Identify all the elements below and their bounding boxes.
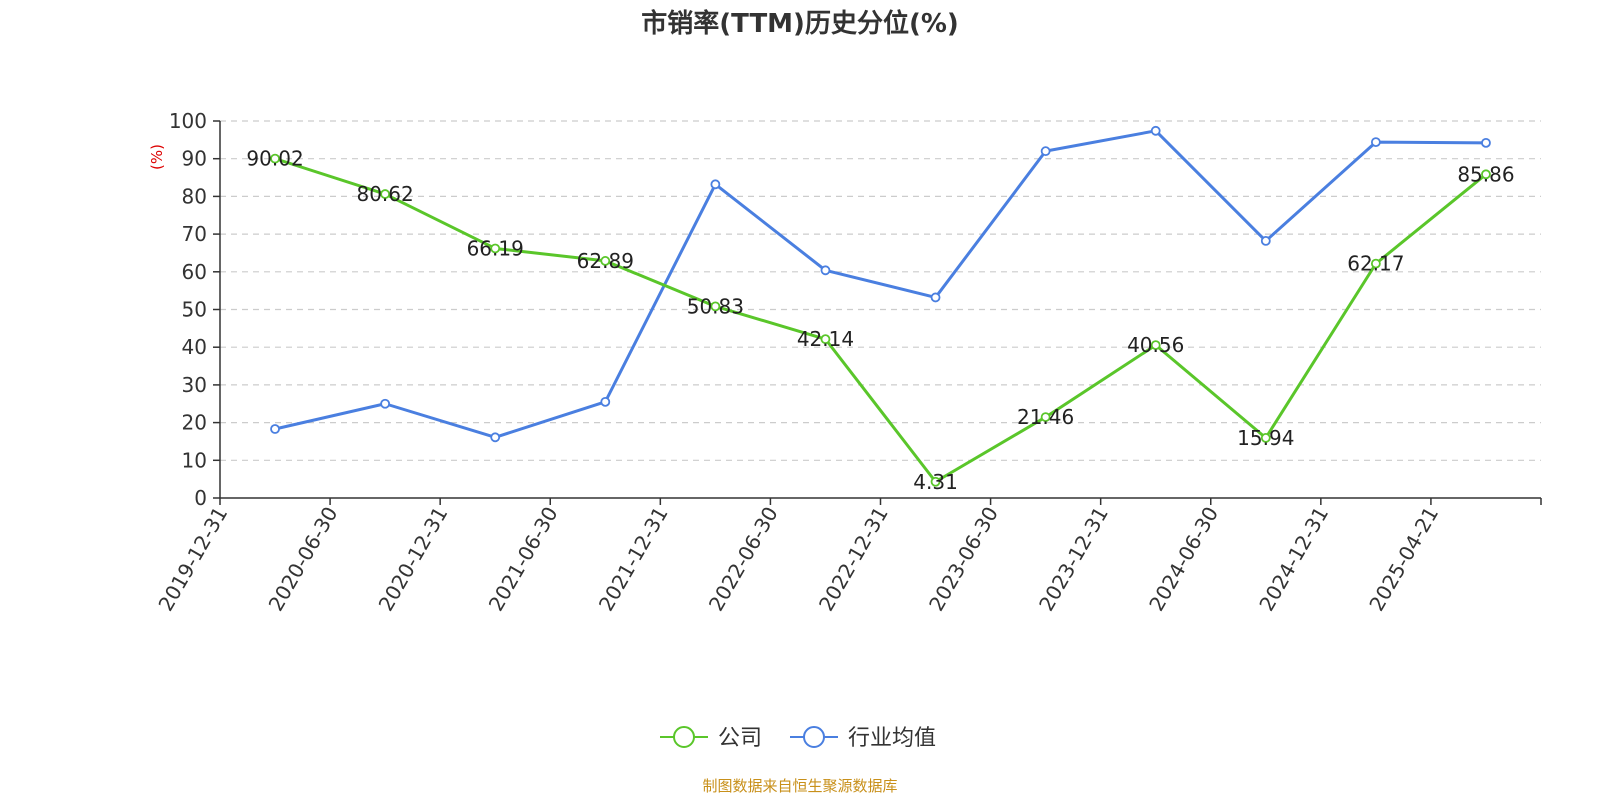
- x-tick-label: 2023-12-31: [1034, 503, 1113, 616]
- data-point: [490, 432, 501, 443]
- legend-item-industry-average[interactable]: 行业均值: [790, 726, 936, 751]
- series-company: [270, 153, 1491, 487]
- data-point: [1481, 137, 1491, 148]
- data-point: [1370, 137, 1381, 148]
- y-tick-label: 20: [182, 411, 207, 435]
- data-point: [1370, 258, 1381, 269]
- data-point: [380, 189, 391, 199]
- data-label: 66.19: [467, 236, 524, 260]
- data-point: [1260, 235, 1271, 246]
- data-point: [930, 292, 941, 303]
- y-axis-label: (%): [148, 144, 166, 170]
- data-point: [380, 398, 391, 409]
- data-point: [600, 396, 611, 407]
- y-tick-label: 80: [182, 184, 207, 208]
- data-label: 50.83: [687, 294, 744, 318]
- x-tick-label: 2020-12-31: [374, 502, 453, 615]
- x-tick-label: 2022-12-31: [814, 503, 893, 616]
- data-point: [270, 153, 280, 164]
- legend-industry-marker: [803, 726, 825, 748]
- source-note: 制图数据来自恒生聚源数据库: [702, 777, 897, 795]
- data-label: 80.62: [356, 182, 413, 206]
- data-point: [710, 301, 721, 312]
- series-layer: [270, 125, 1491, 487]
- legend: 公司 行业均值: [660, 726, 936, 751]
- data-label: 62.17: [1347, 252, 1404, 276]
- y-tick-label: 10: [182, 448, 207, 472]
- data-label: 4.31: [913, 470, 958, 494]
- legend-item-company[interactable]: 公司: [660, 726, 762, 751]
- data-label: 40.56: [1127, 333, 1184, 357]
- data-point: [710, 179, 721, 190]
- x-tick-label: 2021-06-30: [484, 503, 563, 616]
- x-tick-label: 2024-12-31: [1254, 503, 1333, 616]
- x-tick-label: 2020-06-30: [264, 503, 343, 616]
- y-tick-label: 100: [169, 109, 207, 133]
- data-point: [930, 476, 941, 487]
- y-tick-label: 40: [182, 335, 207, 359]
- x-tick-label: 2021-12-31: [594, 503, 673, 616]
- series-industry-average: [270, 125, 1491, 443]
- chart-title: 市销率(TTM)历史分位(%): [641, 8, 959, 39]
- x-tick-label: 2019-12-31: [153, 503, 232, 616]
- data-label: 42.14: [797, 327, 854, 351]
- data-point: [820, 334, 831, 345]
- legend-company-marker: [673, 726, 695, 748]
- x-tick-label: 2024-06-30: [1144, 503, 1223, 616]
- y-tick-label: 90: [182, 147, 207, 171]
- y-tick-label: 70: [182, 222, 207, 246]
- series-line: [274, 129, 1486, 439]
- x-tick-label: 2023-06-30: [924, 502, 1003, 615]
- data-point: [600, 256, 611, 266]
- data-point: [1481, 169, 1491, 180]
- data-point: [270, 424, 280, 434]
- data-point: [820, 265, 831, 276]
- data-point: [1040, 146, 1051, 157]
- x-tick-label: 2025-04-21: [1364, 503, 1443, 616]
- data-label: 90.02: [246, 147, 303, 171]
- data-point: [1150, 340, 1161, 350]
- legend-industry-label: 行业均值: [848, 726, 936, 751]
- legend-company-label: 公司: [718, 726, 762, 751]
- gridlines: [220, 120, 1541, 461]
- y-tick-label: 60: [182, 260, 207, 284]
- y-tick-label: 30: [182, 373, 207, 397]
- data-point: [1040, 412, 1051, 422]
- data-point: [1260, 433, 1271, 443]
- data-point: [1150, 125, 1161, 136]
- data-label: 21.46: [1017, 405, 1074, 429]
- y-tick-label: 50: [182, 298, 207, 322]
- data-label: 85.86: [1457, 162, 1514, 186]
- y-tick-label: 0: [194, 486, 207, 510]
- data-label: 62.89: [577, 249, 634, 273]
- data-label: 15.94: [1237, 426, 1294, 450]
- data-labels: 90.02 80.62 66.19 62.89 50.83 42.14 4.31 21.46 4…: [246, 147, 1514, 494]
- x-tick-label: 2022-06-30: [704, 503, 783, 616]
- series-line: [274, 157, 1487, 484]
- data-point: [490, 243, 501, 254]
